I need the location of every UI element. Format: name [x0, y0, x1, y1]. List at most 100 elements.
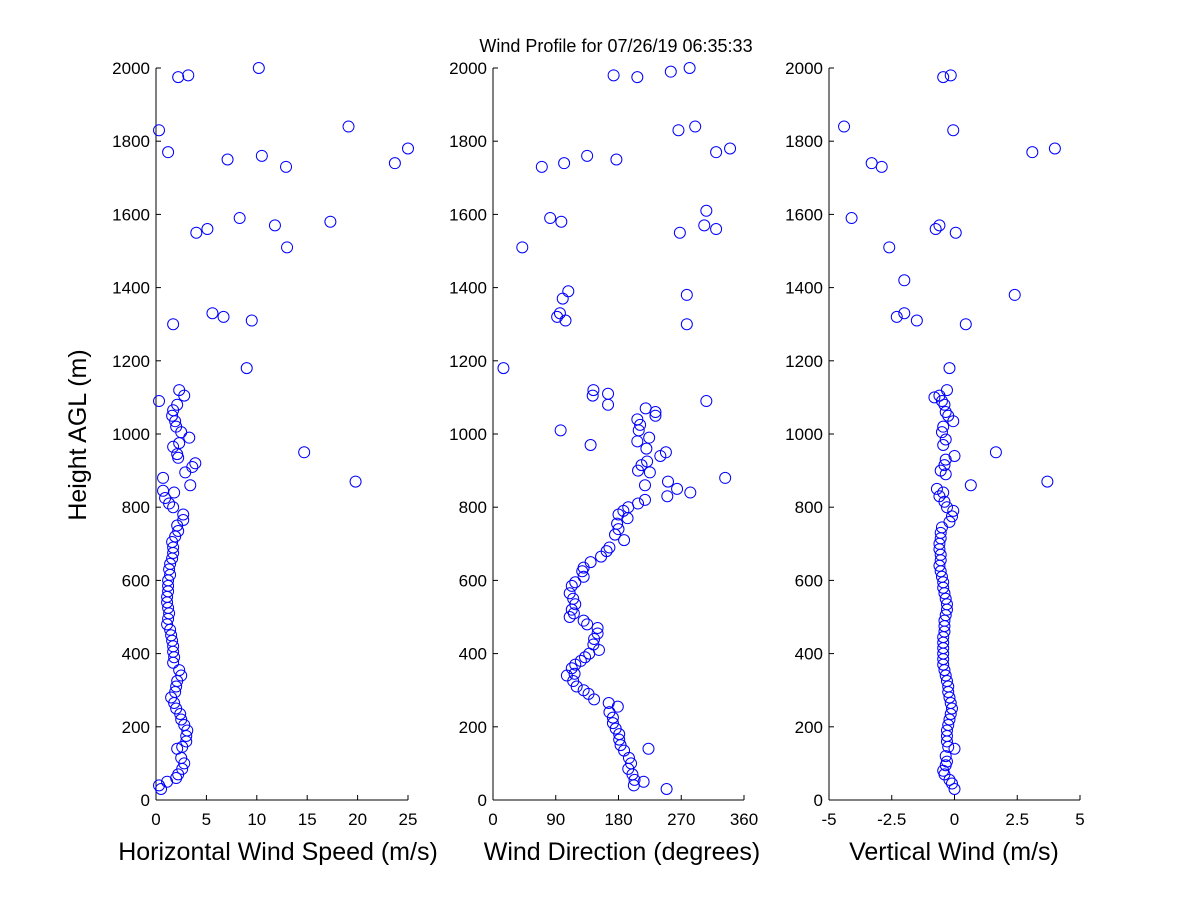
y-tick-label: 600: [795, 571, 823, 590]
data-point: [938, 495, 951, 508]
data-point: [588, 693, 601, 706]
data-point: [178, 757, 191, 770]
data-point: [937, 658, 950, 671]
data-point: [189, 457, 202, 470]
data-point: [568, 667, 581, 680]
data-point: [942, 686, 955, 699]
data-point: [937, 420, 950, 433]
data-point: [166, 552, 179, 565]
vertical-wind-panel: 0 200 400 600 800 1000 1200 1400 1600 1800 2000 -5 -…: [785, 59, 1085, 866]
x-tick-label: 360: [730, 810, 758, 829]
data-point: [163, 497, 176, 510]
data-point: [710, 146, 723, 159]
data-point: [947, 504, 960, 517]
x-tick-label: 10: [247, 810, 266, 829]
data-point: [621, 512, 634, 525]
y-tick-label: 800: [122, 498, 150, 517]
x-tick-label: 180: [604, 810, 632, 829]
data-point: [584, 438, 597, 451]
data-point: [166, 409, 179, 422]
data-point: [172, 451, 185, 464]
data-point: [603, 541, 616, 554]
data-point: [606, 717, 619, 730]
wind-direction-panel: 0 200 400 600 800 1000 1200 1400 1600 1800 2000 0 90…: [449, 59, 760, 866]
data-point: [672, 124, 685, 137]
data-point: [700, 204, 713, 217]
data-point: [945, 702, 958, 715]
data-point: [640, 442, 653, 455]
x-tick-label: 25: [399, 810, 418, 829]
data-point: [631, 435, 644, 448]
data-point: [883, 241, 896, 254]
data-point: [1041, 475, 1054, 488]
data-point: [631, 71, 644, 84]
y-tick-label: 1800: [449, 132, 487, 151]
data-point: [155, 783, 168, 796]
y-tick-label: 2000: [785, 59, 823, 78]
data-point: [281, 241, 294, 254]
data-point: [989, 446, 1002, 459]
y-tick-label: 1600: [785, 205, 823, 224]
data-point: [680, 288, 693, 301]
data-point: [940, 603, 953, 616]
data-point: [898, 307, 911, 320]
data-point: [565, 579, 578, 592]
y-tick-label: 1800: [785, 132, 823, 151]
data-point: [280, 160, 293, 173]
data-point: [184, 479, 197, 492]
y-tick-label: 1200: [785, 352, 823, 371]
data-point: [587, 384, 600, 397]
y-tick-label: 200: [122, 718, 150, 737]
x-tick-label: 5: [202, 810, 211, 829]
y-tick-label: 400: [122, 645, 150, 664]
data-point: [606, 711, 619, 724]
data-point: [649, 406, 662, 419]
data-point: [584, 556, 597, 569]
data-point: [579, 651, 592, 664]
data-point: [930, 482, 943, 495]
data-point: [556, 292, 569, 305]
y-tick-label: 1800: [112, 132, 150, 151]
data-point: [201, 223, 214, 236]
data-point: [933, 389, 946, 402]
y-tick-label: 1000: [785, 425, 823, 444]
data-point: [497, 362, 510, 375]
data-point: [627, 779, 640, 792]
data-point: [939, 453, 952, 466]
data-point: [943, 713, 956, 726]
y-axis-label: Height AGL (m): [64, 349, 92, 520]
x-axis-label: Horizontal Wind Speed (m/s): [118, 838, 438, 866]
x-tick-label: 2.5: [1005, 810, 1029, 829]
data-point: [642, 742, 655, 755]
data-point: [700, 395, 713, 408]
y-tick-label: 0: [141, 791, 150, 810]
data-point: [618, 534, 631, 547]
data-point: [576, 565, 589, 578]
data-point: [609, 528, 622, 541]
y-tick-label: 400: [459, 645, 487, 664]
data-point: [559, 314, 572, 327]
data-point: [233, 212, 246, 225]
data-point: [544, 212, 557, 225]
data-point: [939, 759, 952, 772]
data-point: [940, 384, 953, 397]
data-point: [611, 700, 624, 713]
data-point: [945, 510, 958, 523]
data-point: [240, 362, 253, 375]
data-point: [964, 479, 977, 492]
data-point: [943, 691, 956, 704]
y-tick-label: 600: [122, 571, 150, 590]
data-point: [940, 735, 953, 748]
data-point: [662, 475, 675, 488]
data-point: [845, 212, 858, 225]
y-tick-label: 600: [459, 571, 487, 590]
data-point: [165, 691, 178, 704]
data-point: [170, 680, 183, 693]
data-point: [174, 707, 187, 720]
data-point: [588, 632, 601, 645]
data-point: [949, 226, 962, 239]
data-point: [569, 658, 582, 671]
data-point: [910, 314, 923, 327]
data-point: [516, 241, 529, 254]
